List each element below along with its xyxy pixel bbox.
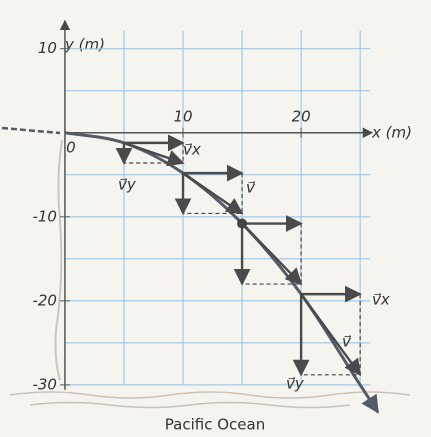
caption: Pacific Ocean — [165, 416, 265, 434]
vector-label: v⃗x — [372, 291, 390, 309]
y-axis-label: y (m) — [64, 36, 105, 54]
vector-label: v⃗y — [118, 176, 137, 194]
vector-label: v⃗y — [286, 375, 305, 393]
chart: y (m) x (m) Pacific Ocean 0 10 20 10 -10 -20 -… — [0, 0, 431, 437]
point — [237, 219, 247, 229]
v-arrow — [124, 143, 183, 163]
vector-label: v⃗ — [342, 333, 352, 351]
x-tick-label: 20 — [292, 107, 311, 125]
vector-label: v⃗ — [246, 179, 256, 197]
v-arrow — [301, 294, 360, 375]
y-tick-label: -20 — [32, 291, 57, 309]
v-arrow — [183, 173, 242, 213]
x-axis-label: x (m) — [371, 124, 412, 142]
x-tick-label: 0 — [66, 138, 76, 156]
cliff — [56, 140, 63, 380]
y-tick-label: -30 — [32, 375, 57, 393]
ocean-waves — [10, 392, 410, 408]
y-tick-label: -10 — [32, 207, 57, 225]
y-tick-label: 10 — [38, 39, 57, 57]
cliff-edge — [2, 128, 60, 133]
v-arrow — [242, 224, 301, 285]
x-tick-label: 10 — [173, 107, 192, 125]
vector-label: v⃗x — [183, 141, 201, 159]
